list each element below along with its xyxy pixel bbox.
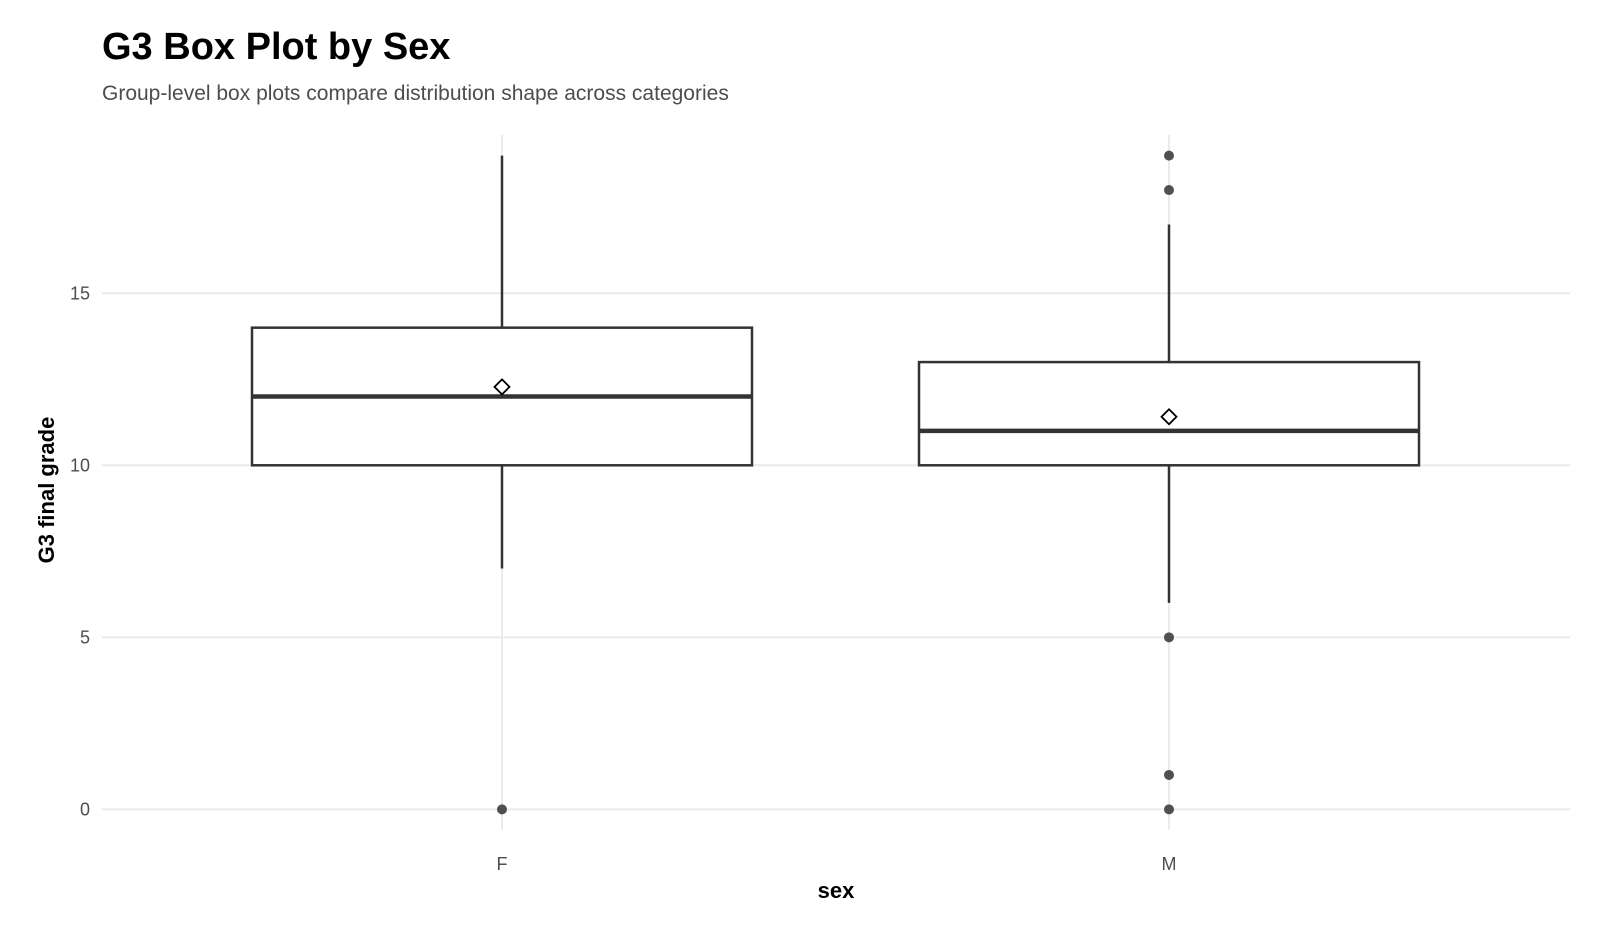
- y-axis-title: G3 final grade: [34, 417, 59, 564]
- box-group-F: [250, 155, 754, 815]
- y-tick-label: 0: [80, 799, 90, 819]
- x-tick-label: M: [1162, 854, 1177, 874]
- box-group-M: [917, 150, 1421, 815]
- outlier-point: [497, 804, 507, 815]
- outlier-point: [1164, 185, 1174, 196]
- mean-marker: [493, 378, 511, 396]
- y-axis-ticks: 0 5 10 15: [70, 283, 90, 819]
- mean-marker: [1160, 408, 1178, 426]
- chart-title: G3 Box Plot by Sex: [102, 26, 451, 68]
- chart-subtitle: Group-level box plots compare distributi…: [102, 82, 729, 105]
- boxes: [250, 150, 1421, 815]
- x-axis-title: sex: [818, 878, 855, 903]
- outlier-point: [1164, 150, 1174, 161]
- y-tick-label: 5: [80, 627, 90, 647]
- outlier-point: [1164, 804, 1174, 815]
- y-tick-label: 10: [70, 455, 90, 475]
- outlier-point: [1164, 632, 1174, 643]
- grid-lines: [102, 135, 1570, 830]
- x-tick-label: F: [497, 854, 508, 874]
- y-tick-label: 15: [70, 283, 90, 303]
- outlier-point: [1164, 769, 1174, 780]
